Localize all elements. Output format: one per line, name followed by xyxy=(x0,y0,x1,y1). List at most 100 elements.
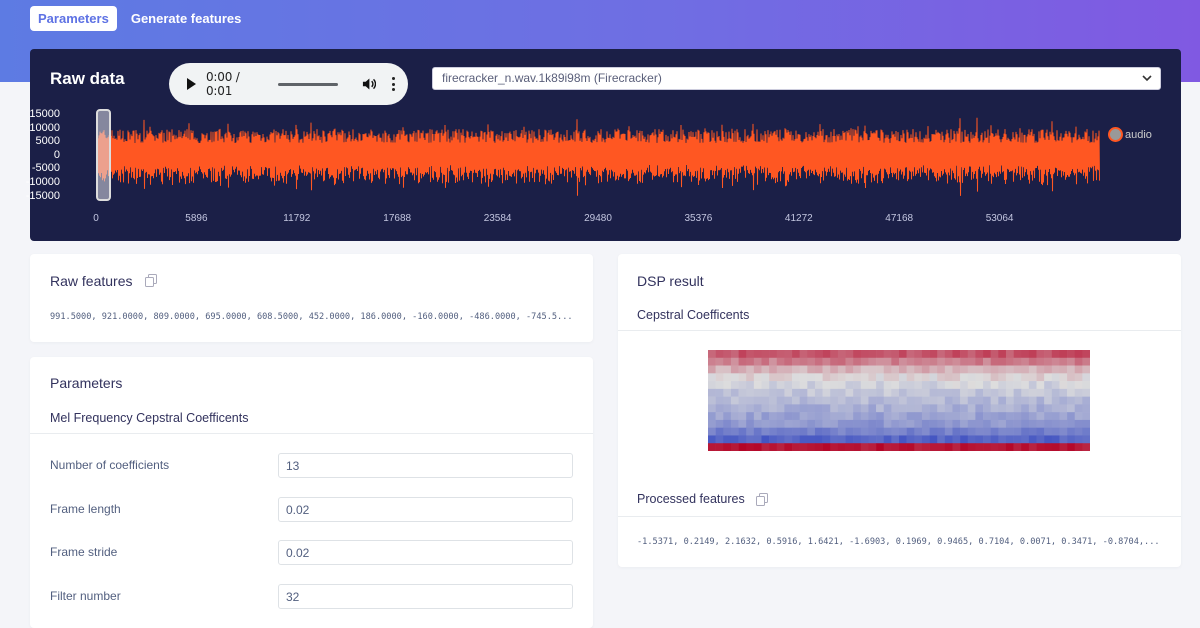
heatmap-cell xyxy=(723,365,732,374)
copy-icon[interactable] xyxy=(145,274,157,287)
heatmap-cell xyxy=(998,443,1007,451)
heatmap-cell xyxy=(967,412,976,421)
tab-generate-features[interactable]: Generate features xyxy=(130,11,242,26)
heatmap-cell xyxy=(708,365,716,374)
heatmap-cell xyxy=(723,435,732,444)
heatmap-cell xyxy=(769,427,778,436)
heatmap-cell xyxy=(723,357,732,366)
heatmap-cell xyxy=(944,365,953,374)
parameters-card: Parameters Mel Frequency Cepstral Coeffi… xyxy=(30,357,593,628)
heatmap-cell xyxy=(730,427,739,436)
heatmap-cell xyxy=(746,443,755,451)
heatmap-cell xyxy=(1051,396,1060,405)
volume-icon[interactable] xyxy=(362,77,377,91)
heatmap-cell xyxy=(1067,404,1076,413)
heatmap-cell xyxy=(746,388,755,397)
filter-number-input[interactable] xyxy=(278,584,573,609)
heatmap-cell xyxy=(807,350,816,359)
heatmap-cell xyxy=(1059,412,1068,421)
heatmap-cell xyxy=(1044,396,1053,405)
heatmap-cell xyxy=(807,435,816,444)
heatmap-cell xyxy=(730,373,739,382)
heatmap-cell xyxy=(792,412,800,421)
heatmap-cell xyxy=(929,443,938,451)
heatmap-cell xyxy=(921,404,930,413)
heatmap-cell xyxy=(853,381,862,390)
heatmap-cell xyxy=(899,404,907,413)
heatmap-cell xyxy=(822,373,831,382)
heatmap-cell xyxy=(708,396,716,405)
heatmap-cell xyxy=(868,412,877,421)
x-tick-label: 23584 xyxy=(483,213,512,224)
heatmap-cell xyxy=(753,412,762,421)
frame-stride-input[interactable] xyxy=(278,540,573,565)
legend-swatch[interactable] xyxy=(1108,127,1123,142)
heatmap-cell xyxy=(761,404,770,413)
heatmap-cell xyxy=(960,373,969,382)
heatmap-cell xyxy=(868,350,877,359)
heatmap-cell xyxy=(1059,419,1068,428)
heatmap-cell xyxy=(822,365,831,374)
heatmap-cell xyxy=(921,373,930,382)
heatmap-cell xyxy=(876,404,885,413)
heatmap-cell xyxy=(814,357,823,366)
heatmap-cell xyxy=(1082,427,1090,436)
heatmap-cell xyxy=(952,435,961,444)
heatmap-cell xyxy=(929,404,938,413)
heatmap-cell xyxy=(937,435,946,444)
heatmap-cell xyxy=(1013,381,1022,390)
audio-player[interactable]: 0:00 / 0:01 xyxy=(169,63,408,105)
heatmap-cell xyxy=(1013,357,1022,366)
heatmap-cell xyxy=(1051,365,1060,374)
heatmap-cell xyxy=(914,427,923,436)
tab-parameters[interactable]: Parameters xyxy=(30,6,117,31)
heatmap-cell xyxy=(776,404,785,413)
heatmap-cell xyxy=(975,357,984,366)
heatmap-cell xyxy=(944,357,953,366)
heatmap-cell xyxy=(837,350,846,359)
heatmap-cell xyxy=(1021,396,1030,405)
divider xyxy=(618,516,1181,517)
heatmap-cell xyxy=(914,381,923,390)
heatmap-cell xyxy=(990,381,999,390)
heatmap-cell xyxy=(837,396,846,405)
copy-icon[interactable] xyxy=(756,493,768,506)
heatmap-cell xyxy=(708,419,716,428)
heatmap-cell xyxy=(883,388,892,397)
heatmap-cell xyxy=(952,443,961,451)
heatmap-cell xyxy=(708,373,716,382)
play-icon[interactable] xyxy=(187,78,196,90)
heatmap-cell xyxy=(891,388,900,397)
heatmap-cell xyxy=(753,396,762,405)
heatmap-cell xyxy=(830,396,839,405)
heatmap-cell xyxy=(845,419,854,428)
heatmap-cell xyxy=(730,365,739,374)
more-options-icon[interactable] xyxy=(392,77,396,91)
heatmap-cell xyxy=(845,435,854,444)
heatmap-cell xyxy=(814,427,823,436)
heatmap-cell xyxy=(883,381,892,390)
heatmap-cell xyxy=(830,412,839,421)
heatmap-cell xyxy=(784,388,793,397)
heatmap-cell xyxy=(746,404,755,413)
heatmap-cell xyxy=(960,396,969,405)
heatmap-cell xyxy=(921,381,930,390)
audio-seek-bar[interactable] xyxy=(278,82,338,86)
heatmap-cell xyxy=(960,412,969,421)
heatmap-cell xyxy=(715,373,724,382)
sample-select[interactable]: firecracker_n.wav.1k89i98m (Firecracker) xyxy=(432,67,1161,90)
heatmap-cell xyxy=(914,404,923,413)
heatmap-cell xyxy=(830,404,839,413)
heatmap-cell xyxy=(860,373,869,382)
coefficients-input[interactable] xyxy=(278,453,573,478)
heatmap-cell xyxy=(715,357,724,366)
window-selector-handle[interactable] xyxy=(96,109,111,201)
heatmap-cell xyxy=(776,388,785,397)
heatmap-cell xyxy=(1013,350,1022,359)
heatmap-cell xyxy=(967,357,976,366)
heatmap-cell xyxy=(944,419,953,428)
heatmap-cell xyxy=(730,381,739,390)
heatmap-cell xyxy=(1082,435,1090,444)
heatmap-cell xyxy=(868,419,877,428)
frame-length-input[interactable] xyxy=(278,497,573,522)
